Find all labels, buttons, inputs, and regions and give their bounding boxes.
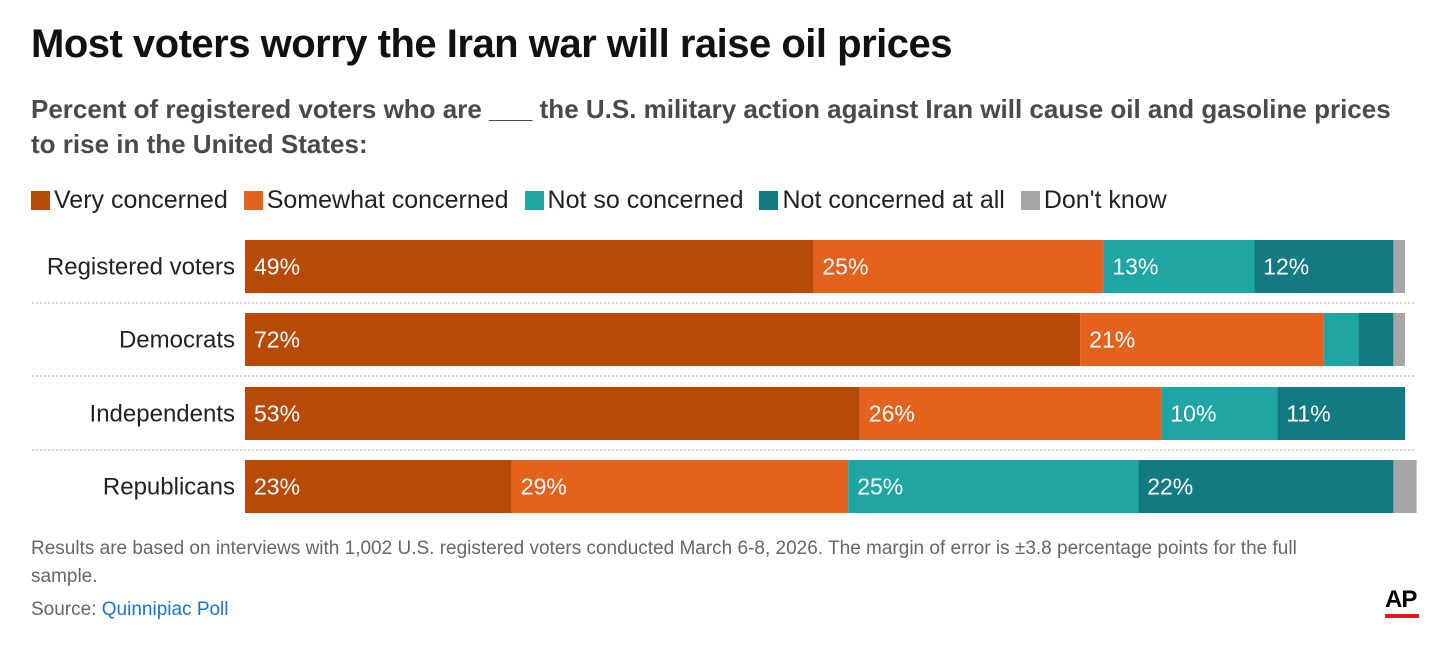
- bar-segment: [813, 240, 1104, 293]
- legend-swatch: [759, 191, 779, 210]
- bar-segment: [1393, 313, 1405, 366]
- bar-segment: [1138, 460, 1394, 513]
- bar-segment: [245, 240, 814, 293]
- source-line: Source: Quinnipiac Poll: [31, 599, 229, 621]
- data-label: 72%: [254, 327, 300, 353]
- legend-label: Don't know: [1043, 186, 1167, 214]
- legend-item: Don't know: [1020, 186, 1167, 215]
- bar-segment: [511, 460, 849, 513]
- legend: Very concerned Somewhat concerned Not so c…: [31, 186, 1167, 215]
- bar-segment: [848, 460, 1139, 513]
- bar-segment: [245, 387, 860, 440]
- bar-segment: [245, 313, 1081, 366]
- category-label: Republicans: [103, 474, 235, 501]
- data-label: 13%: [1112, 254, 1158, 280]
- data-label: 11%: [1286, 401, 1330, 427]
- bar-segment: [1103, 240, 1255, 293]
- category-label: Democrats: [119, 327, 235, 354]
- legend-swatch: [243, 191, 263, 210]
- source-label: Source:: [31, 599, 97, 620]
- bar-segment: [1254, 240, 1394, 293]
- data-label: 49%: [254, 254, 300, 280]
- legend-item: Not so concerned: [524, 186, 744, 215]
- legend-label: Not concerned at all: [782, 186, 1005, 214]
- data-label: 21%: [1089, 327, 1135, 353]
- ap-logo: AP: [1385, 586, 1417, 613]
- data-label: 25%: [822, 254, 868, 280]
- data-label: 29%: [521, 474, 567, 500]
- bar-segment: [1393, 460, 1417, 513]
- legend-item: Not concerned at all: [759, 186, 1005, 215]
- data-label: 26%: [869, 401, 915, 427]
- ap-logo-underline: [1385, 614, 1419, 618]
- legend-item: Somewhat concerned: [243, 186, 509, 215]
- legend-swatch: [1020, 191, 1040, 210]
- chart-title: Most voters worry the Iran war will rais…: [31, 22, 953, 66]
- data-label: 23%: [254, 474, 300, 500]
- data-label: 22%: [1147, 474, 1193, 500]
- legend-label: Very concerned: [54, 186, 228, 214]
- legend-label: Not so concerned: [547, 186, 744, 214]
- bar-segment: [1080, 313, 1324, 366]
- bar-segment: [859, 387, 1162, 440]
- data-label: 53%: [254, 401, 300, 427]
- bar-segment: [245, 460, 512, 513]
- legend-swatch: [31, 191, 50, 210]
- source-link[interactable]: Quinnipiac Poll: [101, 599, 229, 620]
- legend-label: Somewhat concerned: [266, 186, 509, 214]
- legend-item: Very concerned: [31, 186, 228, 215]
- data-label: 25%: [857, 474, 903, 500]
- category-label: Registered voters: [47, 254, 235, 281]
- category-label: Independents: [90, 401, 235, 428]
- chart-subtitle: Percent of registered voters who are ___…: [31, 94, 1391, 159]
- methodology-note: Results are based on interviews with 1,0…: [31, 538, 1297, 587]
- stacked-bar-chart: Registered voters 49% 25% 13% 12% Democrats 72…: [32, 240, 1417, 513]
- bar-segment: [1358, 313, 1394, 366]
- data-label: 12%: [1263, 254, 1309, 280]
- bar-segment: [1161, 387, 1278, 440]
- bar-segment: [1323, 313, 1359, 366]
- data-label: 10%: [1170, 401, 1216, 427]
- bar-segment: [1393, 240, 1405, 293]
- bar-segment: [1277, 387, 1405, 440]
- legend-swatch: [524, 191, 544, 210]
